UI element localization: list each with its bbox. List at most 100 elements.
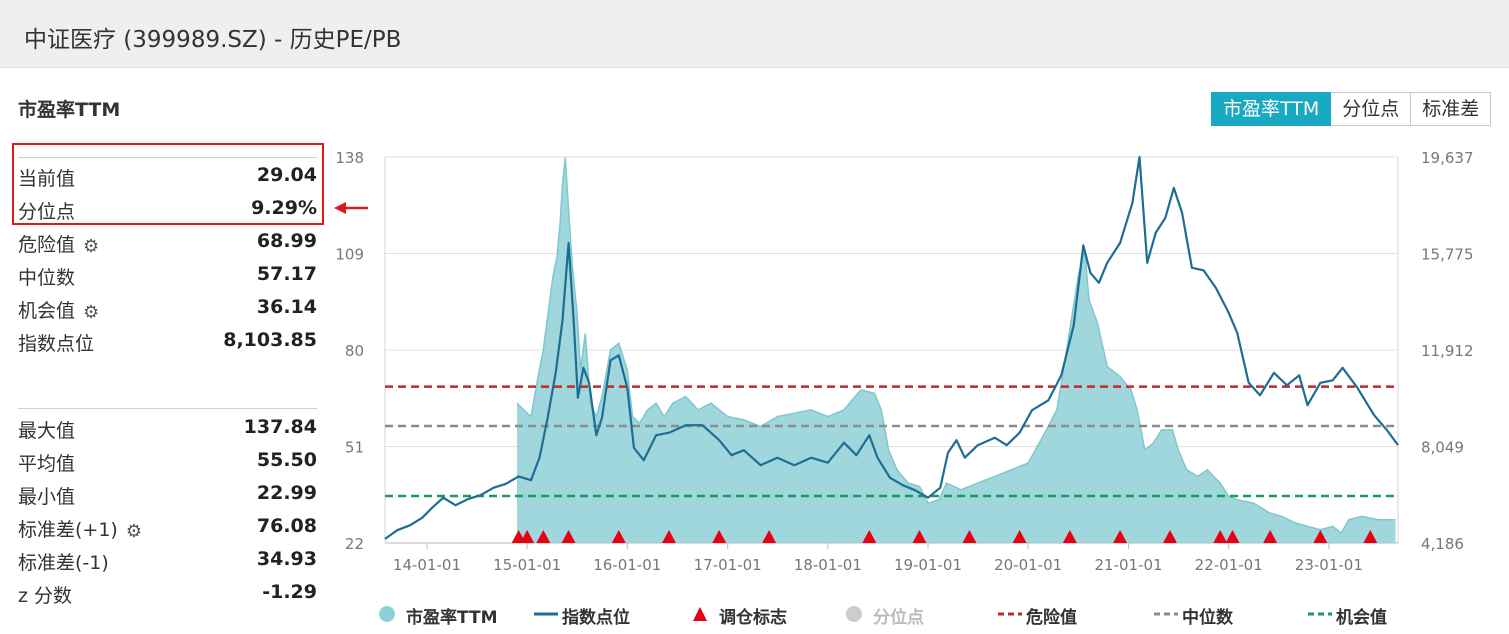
stat-value: 22.99 <box>256 482 317 504</box>
rebalance-marker <box>1113 530 1128 543</box>
stat-label: 平均值 <box>18 453 76 475</box>
stat-median: 中位数 57.17 <box>18 261 317 291</box>
rebalance-marker <box>1062 530 1077 543</box>
stat-label: 中位数 <box>18 267 76 289</box>
legend-dash-icon <box>1308 612 1332 616</box>
pe-area-series <box>517 157 1396 543</box>
stat-mean: 平均值 55.50 <box>18 447 317 477</box>
legend-dash-icon <box>1154 612 1178 616</box>
pe-line-series <box>516 157 1396 535</box>
tab-std[interactable]: 标准差 <box>1411 92 1492 126</box>
window-header: 中证医疗 (399989.SZ) - 历史PE/PB <box>0 0 1509 68</box>
index-line-series <box>384 155 1399 540</box>
right-axis-tick-label: 4,186 <box>1421 535 1464 553</box>
stat-value: 34.93 <box>256 548 317 570</box>
legend-label: 分位点 <box>873 608 924 628</box>
x-axis-tick-label: 22-01-01 <box>1195 556 1263 574</box>
x-axis-tick-label: 14-01-01 <box>393 556 461 574</box>
legend-label: 危险值 <box>1026 608 1077 628</box>
stat-label: 最小值 <box>18 486 76 508</box>
stat-label: 最大值 <box>18 420 76 442</box>
stat-value: 29.04 <box>256 164 317 186</box>
stat-value: 137.84 <box>243 416 317 438</box>
stat-opportunity: 机会值 ⚙ 36.14 <box>18 294 317 324</box>
left-axis-tick-label: 138 <box>335 149 364 167</box>
rebalance-marker <box>862 530 877 543</box>
legend-line-icon <box>534 612 558 616</box>
stat-std-plus: 标准差(+1) ⚙ 76.08 <box>18 513 317 543</box>
rebalance-marker <box>762 530 777 543</box>
right-axis-tick-label: 11,912 <box>1421 342 1474 360</box>
tab-pe-ttm[interactable]: 市盈率TTM <box>1211 92 1332 126</box>
stat-value: 55.50 <box>256 449 317 471</box>
stat-z-score: z 分数 -1.29 <box>18 579 317 609</box>
x-axis-tick-label: 21-01-01 <box>1095 556 1163 574</box>
stat-value: 57.17 <box>256 263 317 285</box>
rebalance-marker <box>661 530 676 543</box>
left-axis-tick-label: 80 <box>345 342 364 360</box>
rebalance-marker <box>611 530 626 543</box>
rebalance-marker <box>912 530 927 543</box>
legend-label: 中位数 <box>1182 608 1233 628</box>
stat-value: 36.14 <box>256 296 317 318</box>
legend-label: 指数点位 <box>562 608 630 628</box>
left-axis-tick-label: 51 <box>345 439 364 457</box>
right-axis-tick-label: 8,049 <box>1421 439 1464 457</box>
stat-label: 标准差(+1) ⚙ <box>18 519 142 542</box>
gear-icon[interactable]: ⚙ <box>83 236 100 257</box>
stat-label: 指数点位 <box>18 333 95 355</box>
stat-value: 8,103.85 <box>223 329 317 351</box>
rebalance-marker <box>1313 530 1328 543</box>
rebalance-marker <box>536 530 551 543</box>
stat-value: 76.08 <box>256 515 317 537</box>
metric-tabs: 市盈率TTM 分位点 标准差 <box>1211 92 1492 126</box>
legend-triangle-icon <box>693 607 707 621</box>
x-axis-tick-label: 19-01-01 <box>894 556 962 574</box>
rebalance-marker <box>520 530 535 543</box>
stat-value: -1.29 <box>262 581 317 603</box>
stat-max: 最大值 137.84 <box>18 414 317 444</box>
rebalance-marker <box>1363 530 1378 543</box>
x-axis-tick-label: 15-01-01 <box>493 556 561 574</box>
page-title: 中证医疗 (399989.SZ) - 历史PE/PB <box>24 27 402 53</box>
rebalance-marker <box>511 530 526 543</box>
rebalance-marker <box>1012 530 1027 543</box>
stat-index-level: 指数点位 8,103.85 <box>18 327 317 357</box>
stat-value: 68.99 <box>256 230 317 252</box>
stat-label: 分位点 <box>18 201 76 223</box>
legend-dash-icon <box>998 612 1022 616</box>
left-axis-tick-label: 22 <box>345 535 364 553</box>
rebalance-marker <box>1162 530 1177 543</box>
stat-label: z 分数 <box>18 585 73 607</box>
legend-circle-icon <box>846 606 862 622</box>
x-axis-tick-label: 23-01-01 <box>1295 556 1363 574</box>
x-axis-tick-label: 16-01-01 <box>593 556 661 574</box>
left-axis-tick-label: 109 <box>335 246 364 264</box>
divider-top <box>18 157 317 158</box>
stat-value: 9.29% <box>251 197 317 219</box>
tab-percentile[interactable]: 分位点 <box>1331 92 1412 126</box>
divider-middle <box>18 408 317 409</box>
stat-current: 当前值 29.04 <box>18 162 317 192</box>
legend-circle-icon <box>379 606 395 622</box>
stat-label: 危险值 ⚙ <box>18 234 100 257</box>
rebalance-marker <box>712 530 727 543</box>
gear-icon[interactable]: ⚙ <box>125 521 142 542</box>
panel-title: 市盈率TTM <box>18 99 121 121</box>
legend-label: 机会值 <box>1336 608 1387 628</box>
highlight-box <box>12 143 324 225</box>
stat-label: 当前值 <box>18 168 76 190</box>
stat-min: 最小值 22.99 <box>18 480 317 510</box>
gear-icon[interactable]: ⚙ <box>83 302 100 323</box>
rebalance-marker <box>561 530 576 543</box>
legend-label: 调仓标志 <box>719 608 787 628</box>
x-axis-tick-label: 18-01-01 <box>794 556 862 574</box>
rebalance-marker <box>1225 530 1240 543</box>
pointer-arrow-icon <box>334 202 368 214</box>
rebalance-marker <box>1263 530 1278 543</box>
stat-std-minus: 标准差(-1) 34.93 <box>18 546 317 576</box>
rebalance-marker <box>962 530 977 543</box>
x-axis-tick-label: 20-01-01 <box>994 556 1062 574</box>
stat-label: 标准差(-1) <box>18 552 109 574</box>
right-axis-tick-label: 19,637 <box>1421 149 1474 167</box>
